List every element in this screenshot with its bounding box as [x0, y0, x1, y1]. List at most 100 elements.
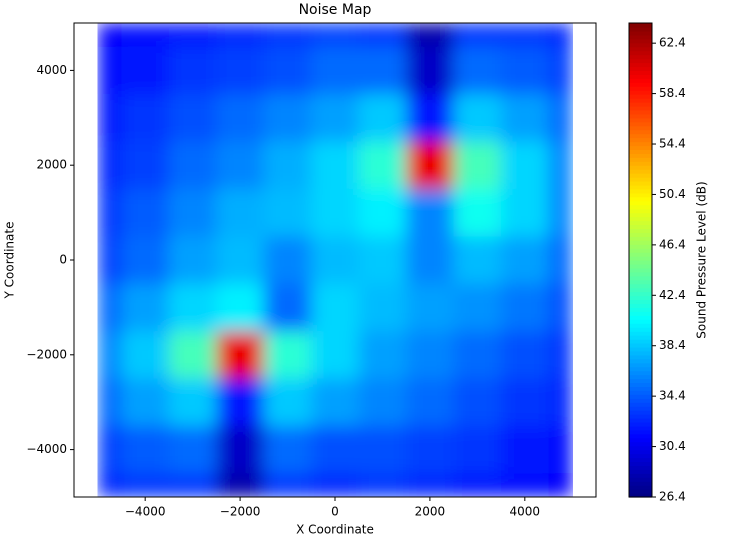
field-cell	[548, 283, 573, 332]
field-cell	[121, 378, 170, 427]
colorbar-strip	[629, 105, 652, 111]
field-cell	[406, 425, 455, 474]
colorbar-strip	[629, 354, 652, 360]
colorbar-strip	[629, 279, 652, 285]
colorbar-strip	[629, 481, 652, 486]
colorbar-strip	[629, 113, 652, 119]
field-cell	[501, 378, 550, 427]
field-cell	[216, 425, 265, 474]
field-cell	[216, 188, 265, 237]
colorbar-strip	[629, 34, 652, 40]
colorbar-tick-label: 42.4	[659, 288, 686, 302]
colorbar-strip	[629, 78, 652, 83]
field-cell	[453, 283, 502, 332]
field-cell	[453, 23, 502, 48]
colorbar-strip	[629, 82, 652, 87]
field-cell	[311, 378, 360, 427]
colorbar-strip	[629, 232, 652, 237]
field-cell	[216, 236, 265, 285]
colorbar-strip	[629, 493, 652, 498]
colorbar-strip	[629, 173, 652, 178]
colorbar-strip	[629, 46, 652, 52]
colorbar-label: Sound Pressure Level (dB)	[695, 181, 709, 338]
field-cell	[263, 425, 312, 474]
colorbar-strip	[629, 421, 652, 427]
field-cell	[311, 236, 360, 285]
colorbar-strip	[629, 153, 652, 158]
colorbar-strip	[629, 425, 652, 431]
colorbar-strip	[629, 236, 652, 241]
colorbar-strip	[629, 252, 652, 257]
colorbar-strip	[629, 485, 652, 490]
colorbar-strip	[629, 489, 652, 494]
field-cell	[358, 94, 407, 142]
colorbar-strip	[629, 299, 652, 305]
field-cell	[406, 94, 455, 142]
field-cell	[121, 473, 170, 497]
colorbar-strip	[629, 394, 652, 399]
colorbar-strip	[629, 224, 652, 229]
field-cell	[168, 378, 217, 427]
field-cell	[97, 425, 122, 474]
field-cell	[358, 23, 407, 48]
colorbar-strip	[629, 98, 652, 103]
colorbar-strip	[629, 58, 652, 64]
field-cell	[548, 236, 573, 285]
colorbar-strip	[629, 248, 652, 253]
field-cell	[453, 141, 502, 190]
field-cell	[548, 378, 573, 427]
field-cell	[97, 141, 122, 190]
field-cell	[216, 46, 265, 95]
colorbar-strip	[629, 291, 652, 297]
colorbar-strip	[629, 109, 652, 115]
field-cell	[121, 331, 170, 379]
colorbar-strip	[629, 410, 652, 415]
field-cell	[453, 188, 502, 237]
colorbar	[629, 23, 652, 498]
field-cell	[97, 473, 122, 497]
colorbar-strip	[629, 42, 652, 48]
colorbar-strip	[629, 208, 652, 214]
colorbar-strip	[629, 378, 652, 384]
colorbar-strip	[629, 125, 652, 131]
field-cell	[311, 331, 360, 379]
field-cell	[311, 473, 360, 497]
field-cell	[358, 188, 407, 237]
colorbar-strip	[629, 315, 652, 320]
colorbar-strip	[629, 307, 652, 312]
field-cell	[168, 283, 217, 332]
colorbar-tick-label: 26.4	[659, 490, 686, 504]
field-cell	[97, 46, 122, 95]
field-cell	[453, 46, 502, 95]
x-tick-label: −2000	[220, 505, 261, 519]
colorbar-tick-label: 62.4	[659, 36, 686, 50]
field-cell	[501, 23, 550, 48]
field-cell	[311, 94, 360, 142]
colorbar-strip	[629, 441, 652, 447]
field-cell	[263, 473, 312, 497]
colorbar-strip	[629, 398, 652, 403]
field-cell	[121, 283, 170, 332]
field-cell	[121, 188, 170, 237]
field-cell	[406, 141, 455, 190]
colorbar-strip	[629, 390, 652, 395]
field-cell	[548, 46, 573, 95]
colorbar-strip	[629, 402, 652, 407]
colorbar-strip	[629, 358, 652, 364]
field-cell	[168, 236, 217, 285]
field-cell	[168, 425, 217, 474]
field-cell	[216, 378, 265, 427]
x-tick-label: 0	[331, 505, 339, 519]
field-cell	[121, 94, 170, 142]
colorbar-strip	[629, 220, 652, 226]
field-cell	[168, 46, 217, 95]
colorbar-strip	[629, 366, 652, 372]
field-cell	[216, 23, 265, 48]
x-tick-label: 2000	[415, 505, 446, 519]
field-cell	[168, 141, 217, 190]
field-cell	[358, 46, 407, 95]
colorbar-strip	[629, 133, 652, 139]
field-cell	[121, 141, 170, 190]
field-cell	[548, 188, 573, 237]
colorbar-strip	[629, 169, 652, 174]
